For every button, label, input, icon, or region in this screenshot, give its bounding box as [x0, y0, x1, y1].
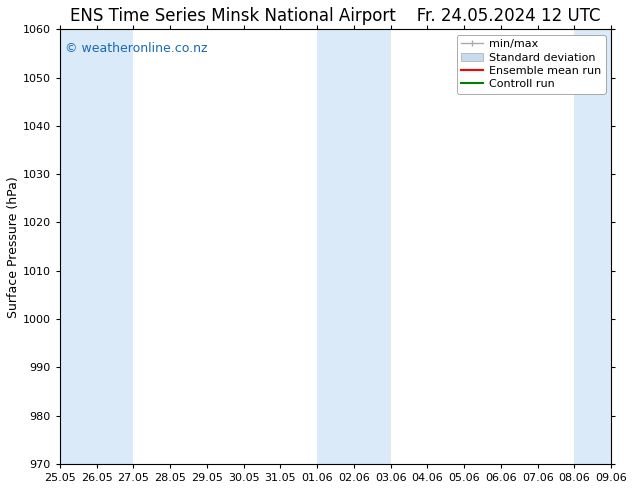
Legend: min/max, Standard deviation, Ensemble mean run, Controll run: min/max, Standard deviation, Ensemble me…: [456, 35, 605, 94]
Text: © weatheronline.co.nz: © weatheronline.co.nz: [65, 42, 208, 55]
Bar: [354, 29, 391, 464]
Bar: [60, 29, 96, 464]
Title: ENS Time Series Minsk National Airport    Fr. 24.05.2024 12 UTC: ENS Time Series Minsk National Airport F…: [70, 7, 601, 25]
Bar: [96, 29, 133, 464]
Y-axis label: Surface Pressure (hPa): Surface Pressure (hPa): [7, 176, 20, 318]
Bar: [611, 29, 634, 464]
Bar: [574, 29, 611, 464]
Bar: [317, 29, 354, 464]
